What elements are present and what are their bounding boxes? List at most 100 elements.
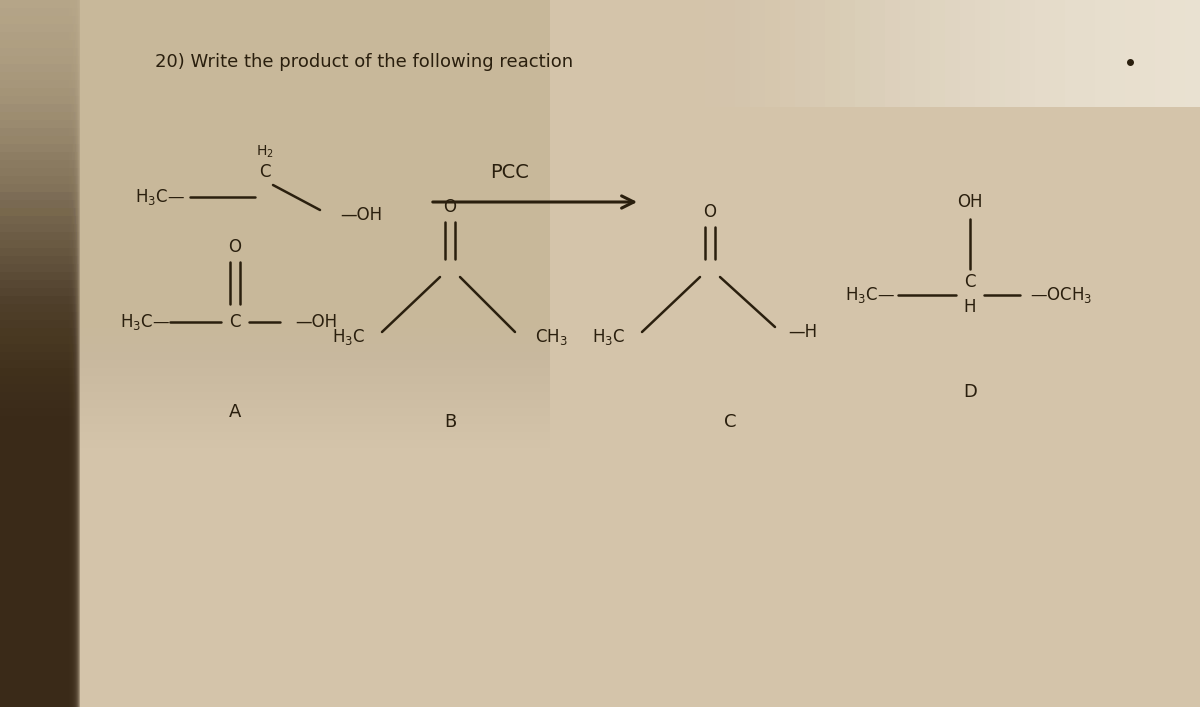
Bar <box>0 0 550 88</box>
Bar <box>1186 0 1200 107</box>
Bar <box>750 0 1200 107</box>
Bar <box>0 0 550 272</box>
Bar <box>0 0 38 707</box>
Bar <box>0 0 550 144</box>
Bar <box>0 0 52 707</box>
Bar <box>0 0 550 312</box>
Bar <box>0 0 550 224</box>
Bar <box>0 0 550 104</box>
Bar <box>0 0 74 707</box>
Bar <box>0 0 13 707</box>
Bar <box>0 0 550 48</box>
Text: O: O <box>703 203 716 221</box>
Bar <box>0 0 59 707</box>
Bar <box>0 0 68 707</box>
Text: OH: OH <box>958 193 983 211</box>
Bar <box>690 0 1200 107</box>
Bar <box>0 0 550 160</box>
Bar <box>0 0 2 707</box>
Bar <box>0 0 550 344</box>
Bar <box>0 0 56 707</box>
Bar <box>840 0 1200 107</box>
Bar <box>0 0 49 707</box>
Bar <box>674 0 1200 107</box>
Bar <box>0 0 550 464</box>
Bar <box>826 0 1200 107</box>
Bar <box>0 0 550 264</box>
Bar <box>0 0 550 280</box>
Bar <box>0 0 29 707</box>
Bar <box>0 0 10 707</box>
Text: —OH: —OH <box>295 313 337 331</box>
Text: O: O <box>444 198 456 216</box>
Text: PCC: PCC <box>491 163 529 182</box>
Bar <box>946 0 1200 107</box>
Text: —H: —H <box>788 323 817 341</box>
Text: H$_2$: H$_2$ <box>256 144 274 160</box>
Bar <box>0 0 36 707</box>
Text: C: C <box>229 313 241 331</box>
Bar <box>0 0 28 707</box>
Bar <box>0 0 550 456</box>
Bar <box>0 0 46 707</box>
Bar <box>1126 0 1200 107</box>
Bar <box>0 0 47 707</box>
Bar <box>734 0 1200 107</box>
Bar <box>0 0 550 448</box>
Text: H$_3$C: H$_3$C <box>592 327 625 347</box>
Text: —OCH$_3$: —OCH$_3$ <box>1030 285 1092 305</box>
Bar <box>870 0 1200 107</box>
Bar <box>0 0 46 707</box>
Bar <box>0 0 77 707</box>
Bar <box>0 0 79 707</box>
Bar <box>0 0 550 400</box>
Bar <box>930 0 1200 107</box>
Bar <box>0 0 550 56</box>
Bar <box>0 0 550 8</box>
Bar <box>0 0 6 707</box>
Bar <box>0 0 58 707</box>
Bar <box>0 0 550 200</box>
Bar <box>0 0 550 208</box>
Bar <box>0 0 61 707</box>
Bar <box>810 0 1200 107</box>
Bar <box>0 0 550 240</box>
Bar <box>0 0 28 707</box>
Bar <box>0 0 550 416</box>
Bar <box>0 0 25 707</box>
Bar <box>0 0 550 296</box>
Bar <box>0 0 24 707</box>
Bar <box>0 0 550 176</box>
Bar <box>0 0 550 232</box>
Bar <box>630 0 1200 107</box>
Bar <box>0 0 550 72</box>
Text: C: C <box>259 163 271 181</box>
Bar <box>886 0 1200 107</box>
Bar <box>0 0 550 32</box>
Bar <box>990 0 1200 107</box>
Bar <box>0 0 18 707</box>
Bar <box>0 0 31 707</box>
Bar <box>0 0 550 40</box>
Bar <box>916 0 1200 107</box>
Bar <box>0 0 550 216</box>
Bar <box>0 0 550 192</box>
Bar <box>0 0 26 707</box>
Bar <box>0 0 73 707</box>
Bar <box>0 0 58 707</box>
Bar <box>0 0 10 707</box>
Bar <box>0 0 34 707</box>
Bar <box>0 0 550 288</box>
Text: H: H <box>964 298 977 316</box>
Bar <box>660 0 1200 107</box>
Bar <box>0 0 42 707</box>
Bar <box>0 0 54 707</box>
Bar <box>0 0 7 707</box>
Bar <box>0 0 550 336</box>
Bar <box>0 0 550 128</box>
Bar <box>0 0 71 707</box>
Bar <box>1080 0 1200 107</box>
Bar <box>0 0 74 707</box>
Bar <box>646 0 1200 107</box>
Bar <box>0 0 550 16</box>
